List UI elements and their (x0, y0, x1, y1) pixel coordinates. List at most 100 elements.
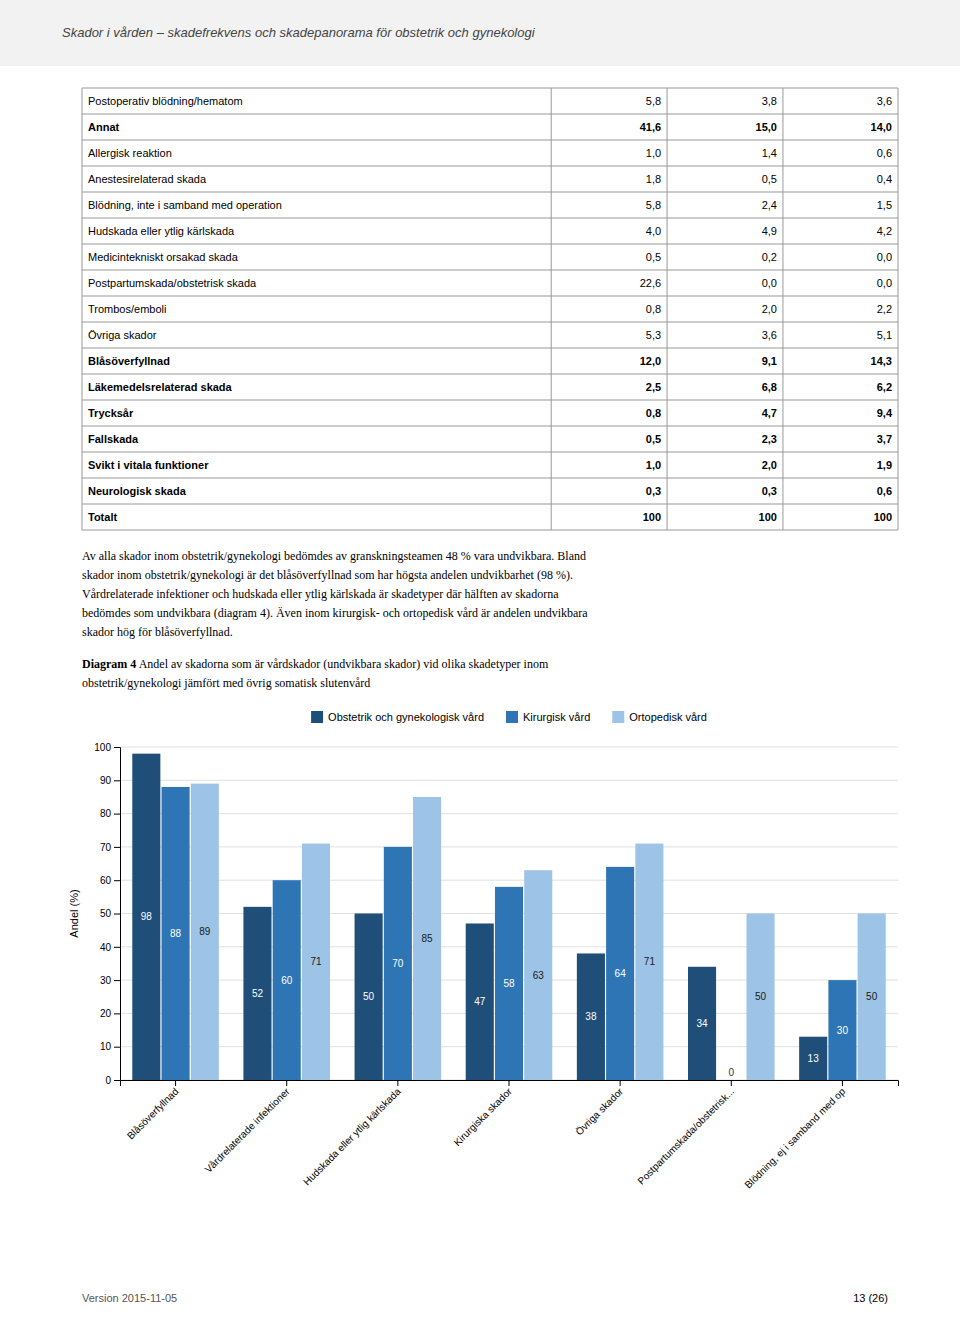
table-value: 2,5 (646, 381, 661, 393)
paragraph: Av alla skador inom obstetrik/gynekologi… (82, 549, 588, 639)
bar (524, 870, 552, 1080)
x-tick: Blödning, ej i samband med op (743, 1080, 848, 1191)
table-value: 2,0 (762, 303, 777, 315)
table-border (898, 192, 899, 218)
bar (191, 784, 219, 1080)
bar (858, 914, 886, 1081)
table-border (898, 140, 899, 166)
table-value: 15,0 (756, 121, 777, 133)
grid-line (120, 813, 898, 814)
data-label: 50 (363, 991, 375, 1002)
x-tick-label: Blåsöverfyllnad (125, 1086, 181, 1142)
table-value: 0,5 (762, 173, 777, 185)
x-tick-mark (620, 1080, 621, 1086)
x-tick-mark (286, 1080, 287, 1086)
table-border (782, 452, 783, 478)
table-value: 14,3 (871, 355, 892, 367)
table-border (898, 374, 899, 400)
table-border (667, 322, 668, 348)
table-border (898, 452, 899, 478)
x-tick-label: Övriga skador (573, 1085, 625, 1137)
table-border (782, 478, 783, 504)
table-label: Anestesirelaterad skada (88, 173, 207, 185)
table-border (782, 426, 783, 452)
data-label: 98 (141, 911, 153, 922)
x-tick-mark (731, 1080, 732, 1086)
legend-label: Kirurgisk vård (523, 711, 590, 723)
table-border (82, 166, 83, 192)
table-border (82, 114, 898, 115)
y-tick-label: 60 (100, 875, 112, 886)
table-value: 14,0 (871, 121, 892, 133)
x-tick-label: Hudskada eller ytlig kärlskada (301, 1085, 403, 1187)
bar (384, 847, 412, 1080)
table-border (898, 166, 899, 192)
table-value: 5,8 (646, 95, 661, 107)
y-tick: 60 (100, 875, 120, 886)
table-border (782, 400, 783, 426)
data-label: 30 (837, 1025, 849, 1036)
table-border (898, 88, 899, 114)
table-border (782, 88, 783, 114)
y-tick: 50 (100, 908, 120, 919)
bar-series (132, 754, 827, 1080)
y-tick: 0 (105, 1075, 120, 1086)
table-border (82, 322, 898, 323)
table-border (898, 348, 899, 374)
table-value: 4,2 (877, 225, 892, 237)
data-label: 60 (281, 975, 293, 986)
table: Postoperativ blödning/hematom 5,8 3,8 3,6 An… (82, 88, 898, 530)
y-axis-line (114, 748, 121, 1081)
table-border (782, 348, 783, 374)
table-value: 1,0 (646, 459, 661, 471)
x-axis-line (121, 1081, 899, 1087)
table-border (667, 140, 668, 166)
x-tick-label: Postpartumskada/obstetrisk... (635, 1086, 736, 1187)
y-tick: 100 (94, 742, 120, 753)
data-label: 63 (533, 970, 545, 981)
bar-series (191, 784, 886, 1080)
table-value: 22,6 (640, 277, 661, 289)
x-tick-label: Kirurgiska skador (452, 1085, 515, 1148)
data-label: 89 (199, 926, 211, 937)
table-border (551, 322, 552, 348)
table-border (782, 504, 783, 530)
table-border (898, 296, 899, 322)
table-border (82, 88, 898, 89)
y-tick-mark (114, 847, 120, 848)
table-border (551, 374, 552, 400)
table-border (782, 218, 783, 244)
bar (828, 980, 856, 1080)
table-value: 0,3 (646, 485, 661, 497)
data-label: 47 (474, 996, 486, 1007)
table-label: Blåsöverfyllnad (88, 355, 170, 367)
data-label: 50 (866, 991, 878, 1002)
bar (162, 787, 190, 1080)
table-value: 5,1 (877, 329, 892, 341)
table-border (82, 218, 898, 219)
y-tick-label: 80 (100, 808, 112, 819)
data-label: 85 (422, 933, 434, 944)
table-value: 2,2 (877, 303, 892, 315)
bar (273, 880, 301, 1080)
table-border (551, 296, 552, 322)
table-border (782, 270, 783, 296)
table-value: 3,6 (877, 95, 892, 107)
table-border (898, 270, 899, 296)
x-tick-label: Vårdrelaterade infektioner (203, 1085, 293, 1175)
footer-left: Version 2015-11-05 (82, 1292, 177, 1304)
table-label: Allergisk reaktion (88, 147, 172, 159)
y-tick: 20 (100, 1008, 120, 1019)
table-border (667, 452, 668, 478)
table-label: Postoperativ blödning/hematom (88, 95, 243, 107)
table-border (667, 218, 668, 244)
data-label: 34 (696, 1018, 708, 1029)
legend-swatch (612, 711, 624, 723)
diagram-label: Diagram 4 Andel av skadorna som är vårds… (82, 657, 549, 671)
table-value: 4,0 (646, 225, 661, 237)
table-value: 3,8 (762, 95, 777, 107)
table-label: Fallskada (88, 433, 139, 445)
table-value: 0,0 (762, 277, 777, 289)
table-label: Trombos/emboli (88, 303, 166, 315)
data-label: 88 (170, 928, 182, 939)
